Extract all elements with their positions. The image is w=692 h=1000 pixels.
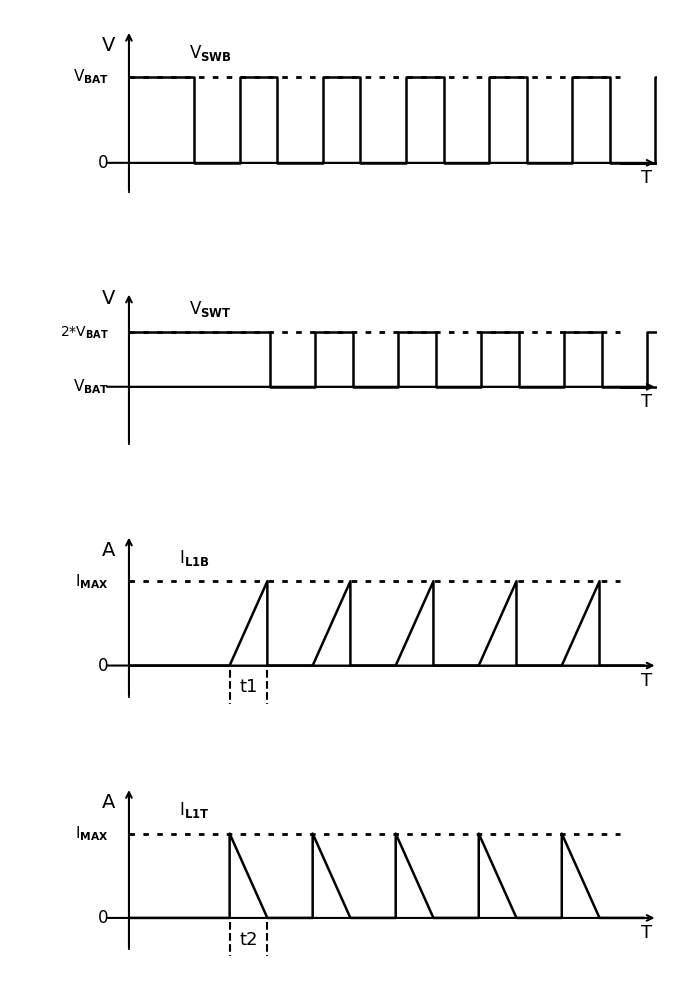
- Text: I$_{\mathbf{L1B}}$: I$_{\mathbf{L1B}}$: [179, 548, 210, 568]
- Text: V$_{\mathbf{SWT}}$: V$_{\mathbf{SWT}}$: [190, 299, 232, 319]
- Text: V: V: [102, 36, 116, 55]
- Text: V$_{\mathbf{BAT}}$: V$_{\mathbf{BAT}}$: [73, 377, 109, 396]
- Text: I$_{\mathbf{MAX}}$: I$_{\mathbf{MAX}}$: [75, 572, 109, 591]
- Text: 0: 0: [98, 657, 109, 675]
- Text: V$_{\mathbf{BAT}}$: V$_{\mathbf{BAT}}$: [73, 68, 109, 86]
- Text: V: V: [102, 289, 116, 308]
- Text: 0: 0: [98, 154, 109, 172]
- Text: T: T: [641, 924, 653, 942]
- Text: T: T: [641, 393, 653, 411]
- Text: t2: t2: [239, 931, 257, 949]
- Text: A: A: [102, 793, 116, 812]
- Text: T: T: [641, 169, 653, 187]
- Text: T: T: [641, 672, 653, 690]
- Text: V$_{\mathbf{SWB}}$: V$_{\mathbf{SWB}}$: [190, 43, 233, 63]
- Text: 2*V$_{\mathbf{BAT}}$: 2*V$_{\mathbf{BAT}}$: [60, 324, 109, 341]
- Text: I$_{\mathbf{L1T}}$: I$_{\mathbf{L1T}}$: [179, 800, 210, 820]
- Text: A: A: [102, 541, 116, 560]
- Text: 0: 0: [98, 909, 109, 927]
- Text: t1: t1: [239, 678, 257, 696]
- Text: I$_{\mathbf{MAX}}$: I$_{\mathbf{MAX}}$: [75, 824, 109, 843]
